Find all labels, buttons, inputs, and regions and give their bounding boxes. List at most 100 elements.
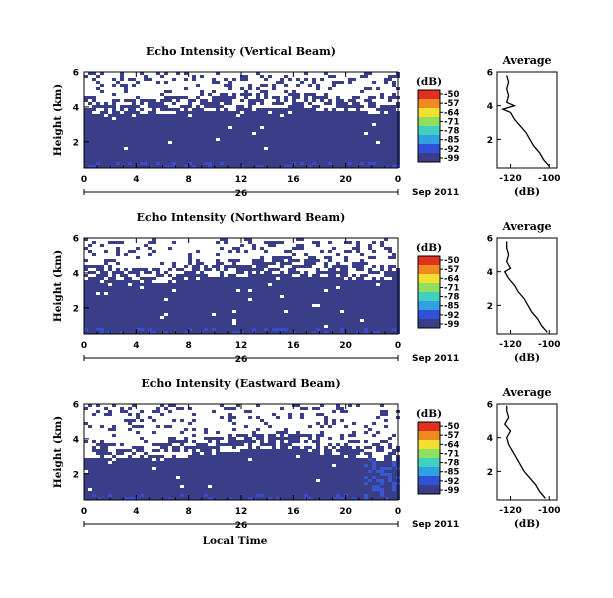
heatmap-cell <box>152 304 156 307</box>
heatmap-cell <box>120 307 124 310</box>
heatmap-cell <box>244 144 248 147</box>
heatmap-cell <box>84 422 88 425</box>
heatmap-cell <box>276 458 280 461</box>
heatmap-cell <box>164 138 168 141</box>
heatmap-cell <box>92 280 96 283</box>
heatmap-cell <box>356 159 360 162</box>
heatmap-cell <box>300 132 304 135</box>
heatmap-cell <box>88 331 92 334</box>
heatmap-cell <box>200 494 204 497</box>
heatmap-cell <box>276 147 280 150</box>
heatmap-cell <box>100 488 104 491</box>
heatmap-cell <box>284 464 288 467</box>
heatmap-cell <box>284 461 288 464</box>
heatmap-cell <box>304 407 308 410</box>
heatmap-cell <box>124 123 128 126</box>
heatmap-cell <box>264 464 268 467</box>
heatmap-cell <box>300 144 304 147</box>
heatmap-cell <box>244 461 248 464</box>
heatmap-cell <box>236 298 240 301</box>
heatmap-cell <box>328 129 332 132</box>
heatmap-cell <box>168 467 172 470</box>
heatmap-cell <box>324 126 328 129</box>
heatmap-cell <box>272 497 276 500</box>
heatmap-cell <box>324 304 328 307</box>
heatmap-cell <box>308 259 312 262</box>
heatmap-cell <box>324 298 328 301</box>
heatmap-cell <box>300 464 304 467</box>
heatmap-cell <box>92 289 96 292</box>
heatmap-cell <box>88 244 92 247</box>
heatmap-cell <box>128 313 132 316</box>
heatmap-cell <box>104 331 108 334</box>
heatmap-cell <box>112 316 116 319</box>
heatmap-cell <box>228 265 232 268</box>
heatmap-cell <box>112 108 116 111</box>
heatmap-cell <box>260 247 264 250</box>
heatmap-cell <box>308 310 312 313</box>
heatmap-cell <box>388 78 392 81</box>
heatmap-cell <box>212 482 216 485</box>
colorbar-unit: (dB) <box>416 242 442 254</box>
heatmap-cell <box>300 407 304 410</box>
heatmap-cell <box>276 102 280 105</box>
heatmap-cell <box>288 313 292 316</box>
heatmap-cell <box>372 292 376 295</box>
heatmap-cell <box>376 304 380 307</box>
heatmap-cell <box>204 99 208 102</box>
heatmap-cell <box>320 298 324 301</box>
heatmap-cell <box>144 497 148 500</box>
heatmap-cell <box>144 283 148 286</box>
heatmap-cell <box>320 431 324 434</box>
heatmap-cell <box>256 159 260 162</box>
heatmap-cell <box>120 132 124 135</box>
heatmap-cell <box>220 497 224 500</box>
heatmap-cell <box>152 250 156 253</box>
heatmap-cell <box>180 476 184 479</box>
heatmap-cell <box>244 479 248 482</box>
heatmap-cell <box>180 419 184 422</box>
heatmap-cell <box>180 129 184 132</box>
heatmap-cell <box>328 120 332 123</box>
heatmap-cell <box>108 452 112 455</box>
heatmap-cell <box>244 452 248 455</box>
heatmap-cell <box>124 322 128 325</box>
heatmap-cell <box>156 461 160 464</box>
heatmap-cell <box>152 410 156 413</box>
heatmap-cell <box>248 437 252 440</box>
heatmap-cell <box>176 114 180 117</box>
heatmap-cell <box>288 304 292 307</box>
heatmap-cell <box>272 316 276 319</box>
heatmap-cell <box>88 464 92 467</box>
heatmap-cell <box>216 467 220 470</box>
heatmap-cell <box>88 497 92 500</box>
heatmap-cell <box>172 123 176 126</box>
heatmap-cell <box>160 307 164 310</box>
heatmap-cell <box>228 322 232 325</box>
heatmap-cell <box>376 135 380 138</box>
heatmap-cell <box>240 120 244 123</box>
heatmap-cell <box>332 111 336 114</box>
colorbar-label: -57 <box>444 99 459 109</box>
heatmap-cell <box>84 114 88 117</box>
heatmap-cell <box>84 325 88 328</box>
heatmap-cell <box>120 159 124 162</box>
heatmap-cell <box>132 84 136 87</box>
heatmap-cell <box>388 289 392 292</box>
heatmap-cell <box>308 141 312 144</box>
heatmap-cell <box>308 319 312 322</box>
colorbar-swatch <box>418 319 440 329</box>
heatmap-cell <box>344 271 348 274</box>
heatmap-cell <box>276 301 280 304</box>
heatmap-cell <box>324 129 328 132</box>
heatmap-cell <box>156 328 160 331</box>
heatmap-cell <box>196 316 200 319</box>
heatmap-cell <box>196 108 200 111</box>
heatmap-cell <box>264 482 268 485</box>
heatmap-cell <box>272 144 276 147</box>
heatmap-cell <box>292 162 296 165</box>
heatmap-cell <box>128 162 132 165</box>
heatmap-cell <box>240 298 244 301</box>
heatmap-cell <box>164 494 168 497</box>
heatmap-cell <box>264 322 268 325</box>
